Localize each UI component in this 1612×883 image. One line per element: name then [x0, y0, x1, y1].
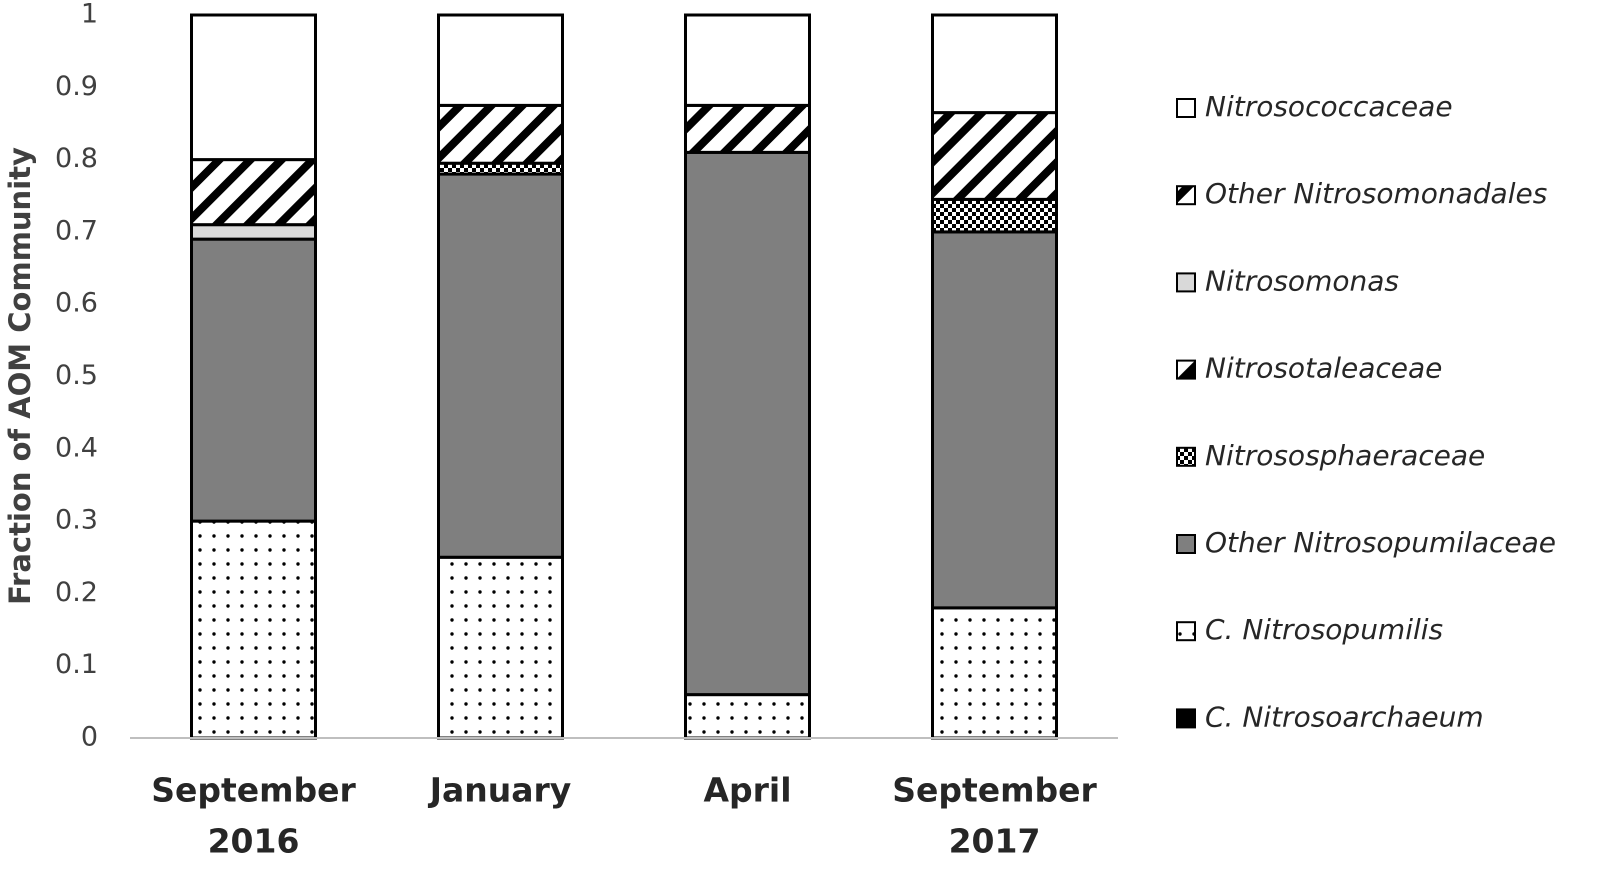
y-tick-label: 0.4 — [55, 432, 98, 463]
y-tick-label: 0.3 — [55, 505, 98, 536]
x-tick-label: 2017 — [949, 822, 1041, 861]
bar-segment — [437, 172, 564, 559]
y-tick-label: 0.1 — [55, 649, 98, 680]
legend-label: C. Nitrosoarchaeum — [1205, 700, 1484, 733]
bar-segment — [931, 230, 1058, 610]
y-tick-label: 0.8 — [55, 143, 98, 174]
legend-swatch — [1176, 272, 1196, 293]
bar-segment — [190, 519, 317, 740]
y-tick-label: 0.2 — [55, 577, 98, 608]
legend-swatch — [1176, 708, 1196, 729]
bar-segment — [684, 103, 811, 154]
x-tick-label: 2016 — [208, 822, 300, 861]
bar-segment — [437, 103, 564, 165]
bar-segment — [931, 197, 1058, 234]
bar-segment — [684, 13, 811, 107]
x-tick-label: September — [892, 771, 1097, 810]
legend-swatch — [1176, 534, 1196, 554]
bar-segment — [190, 223, 317, 241]
legend-label: Nitrosococcaceae — [1205, 90, 1453, 123]
x-tick-label: January — [428, 771, 572, 810]
y-tick-label: 0.7 — [55, 215, 98, 246]
y-tick-label: 0.6 — [55, 288, 98, 319]
y-axis-label: Fraction of AOM Community — [3, 147, 37, 605]
x-tick-label: September — [151, 771, 356, 810]
legend-swatch — [1176, 621, 1196, 642]
legend-label: Other Nitrosomonadales — [1205, 177, 1547, 210]
bar-segment — [931, 13, 1058, 115]
legend-swatch — [1176, 446, 1196, 467]
bar-segment — [437, 13, 564, 107]
legend-label: Nitrososphaeraceae — [1205, 439, 1485, 472]
legend-swatch — [1176, 185, 1196, 206]
bar-segment — [437, 555, 564, 740]
bar-segment — [684, 150, 811, 697]
legend-swatch — [1176, 359, 1196, 380]
legend-label: Other Nitrosopumilaceae — [1205, 526, 1556, 559]
x-tick-label: April — [703, 771, 791, 810]
bar-segment — [190, 237, 317, 523]
legend-label: Nitrosotaleaceae — [1205, 352, 1442, 385]
bar-segment — [437, 161, 564, 176]
y-tick-label: 0.9 — [55, 71, 98, 102]
y-tick-label: 0 — [81, 722, 98, 753]
legend-swatch — [1176, 98, 1196, 118]
legend-label: Nitrosomonas — [1205, 264, 1399, 297]
legend-label: C. Nitrosopumilis — [1205, 613, 1443, 646]
bar-segment — [190, 158, 317, 227]
bar-segment — [190, 13, 317, 162]
y-tick-label: 0.5 — [55, 360, 98, 391]
bar-segment — [931, 606, 1058, 740]
y-tick-label: 1 — [81, 0, 98, 30]
bar-segment — [931, 111, 1058, 201]
bar-segment — [684, 693, 811, 740]
